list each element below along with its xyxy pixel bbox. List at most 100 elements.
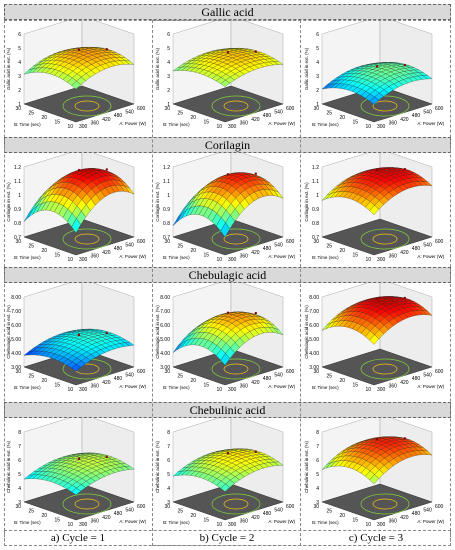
b-tick-label: 25 bbox=[28, 244, 34, 250]
design-point bbox=[77, 333, 81, 337]
a-axis-label: A: Power (W) bbox=[268, 121, 295, 126]
a-tick-label: 300 bbox=[377, 257, 386, 263]
floor bbox=[172, 218, 284, 256]
a-tick-label: 420 bbox=[102, 515, 111, 521]
z-tick-label: 6.00 bbox=[11, 323, 21, 329]
b-tick-label: 20 bbox=[41, 115, 47, 121]
b-tick-label: 30 bbox=[313, 369, 319, 375]
b-tick-label: 20 bbox=[190, 115, 196, 121]
a-tick-label: 360 bbox=[240, 120, 249, 126]
z-tick-label: 0.8 bbox=[14, 221, 21, 227]
floor-contour bbox=[360, 228, 410, 250]
design-point bbox=[375, 297, 379, 300]
a-tick-label: 300 bbox=[377, 124, 386, 130]
floor bbox=[172, 483, 284, 521]
surface-plot-0-0: 1 2 3 4 5 6 Gallic acid in ext. (%) 30 25 20 15 10 3… bbox=[6, 15, 147, 130]
b-tick-label: 15 bbox=[54, 383, 60, 389]
z-tick-label: 6 bbox=[167, 32, 170, 38]
z-tick-label: 5.00 bbox=[309, 337, 319, 343]
z-tick-label: 8 bbox=[18, 430, 21, 436]
a-axis-label: A: Power (W) bbox=[417, 121, 444, 126]
surface-cell bbox=[220, 80, 231, 87]
z-tick-label: 3.00 bbox=[160, 365, 170, 371]
floor-contour bbox=[74, 100, 100, 112]
z-tick-label: 2 bbox=[18, 88, 21, 94]
a-tick-label: 480 bbox=[263, 246, 272, 252]
a-tick-label: 540 bbox=[423, 373, 432, 379]
z-tick-label: 6.00 bbox=[309, 323, 319, 329]
a-tick-label: 420 bbox=[400, 117, 409, 123]
z-tick-label: 7.00 bbox=[11, 309, 21, 315]
z-tick-label: 1 bbox=[316, 102, 319, 108]
b-tick-label: 15 bbox=[54, 253, 60, 259]
z-tick-label: 1 bbox=[18, 193, 21, 199]
floor-contour bbox=[360, 95, 410, 117]
floor-contour bbox=[372, 363, 398, 375]
a-tick-label: 360 bbox=[240, 253, 249, 259]
z-tick-label: 1 bbox=[316, 193, 319, 199]
a-tick-label: 420 bbox=[102, 380, 111, 386]
z-tick-label: 6 bbox=[316, 32, 319, 38]
a-axis-label: A: Power (W) bbox=[119, 254, 146, 259]
b-tick-label: 15 bbox=[203, 120, 209, 126]
surface-plot-0-2: 1 2 3 4 5 6 Gallic acid in ext. (%) 30 25 20 15 10 3… bbox=[304, 15, 445, 130]
floor-contour bbox=[74, 498, 100, 510]
floor bbox=[172, 85, 284, 123]
surface-cell bbox=[220, 353, 230, 366]
surface-cell bbox=[71, 487, 82, 496]
z-tick-label: 1.1 bbox=[163, 179, 170, 185]
a-tick-label: 600 bbox=[137, 239, 146, 245]
a-tick-label: 420 bbox=[251, 250, 260, 256]
a-tick-label: 480 bbox=[263, 376, 272, 382]
b-axis-label: B: Time (sec) bbox=[14, 385, 41, 390]
a-tick-label: 300 bbox=[79, 124, 88, 130]
z-axis-label: Chebulinic acid in ext. (%) bbox=[6, 440, 11, 493]
z-tick-label: 0.9 bbox=[163, 207, 170, 213]
a-tick-label: 360 bbox=[240, 383, 249, 389]
a-tick-label: 600 bbox=[286, 239, 295, 245]
floor bbox=[23, 85, 135, 123]
b-tick-label: 30 bbox=[164, 369, 170, 375]
z-tick-label: 5.00 bbox=[160, 337, 170, 343]
design-point bbox=[226, 51, 230, 54]
a-tick-label: 480 bbox=[263, 113, 272, 119]
a-tick-label: 600 bbox=[137, 504, 146, 510]
z-axis-label: Chebulagic acid in ext. (%) bbox=[155, 305, 160, 359]
design-point bbox=[105, 455, 109, 459]
z-tick-label: 5 bbox=[316, 46, 319, 52]
design-point bbox=[77, 168, 81, 172]
a-tick-label: 300 bbox=[228, 257, 237, 263]
z-tick-label: 0.9 bbox=[312, 207, 319, 213]
floor bbox=[321, 348, 433, 386]
a-tick-label: 420 bbox=[102, 250, 111, 256]
surface-plot-3-0: 3 4 5 6 7 8 Chebulinic acid in ext. (%) 30 25 20 1… bbox=[6, 413, 147, 528]
a-tick-label: 600 bbox=[435, 106, 444, 112]
surface-plot-0-1: 1 2 3 4 5 6 Gallic acid in ext. (%) 30 25 20 15 10 3… bbox=[155, 15, 296, 130]
z-tick-label: 1.1 bbox=[14, 179, 21, 185]
a-tick-label: 600 bbox=[435, 369, 444, 375]
a-tick-label: 600 bbox=[137, 106, 146, 112]
z-tick-label: 7.00 bbox=[309, 309, 319, 315]
design-point bbox=[403, 296, 406, 300]
b-tick-label: 25 bbox=[326, 111, 332, 117]
floor-contour bbox=[360, 358, 410, 380]
a-tick-label: 300 bbox=[228, 387, 237, 393]
a-tick-label: 540 bbox=[274, 110, 283, 116]
b-tick-label: 25 bbox=[28, 374, 34, 380]
design-point bbox=[403, 64, 406, 67]
b-tick-label: 30 bbox=[15, 504, 21, 510]
a-tick-label: 480 bbox=[114, 376, 123, 382]
surface-plot-1-0: 0.7 0.8 0.9 1 1.1 1.2 Corilagin in ext. (%) 30 2… bbox=[6, 148, 147, 263]
floor-contour bbox=[372, 100, 398, 112]
b-tick-label: 25 bbox=[177, 244, 183, 250]
surface-cell bbox=[369, 334, 380, 345]
b-tick-label: 30 bbox=[313, 239, 319, 245]
caption-cycle-1: a) Cycle = 1 bbox=[50, 532, 106, 544]
b-tick-label: 25 bbox=[28, 111, 34, 117]
a-tick-label: 480 bbox=[114, 511, 123, 517]
caption-cycle-2: b) Cycle = 2 bbox=[199, 532, 255, 544]
design-point bbox=[254, 311, 257, 315]
b-axis-label: B: Time (sec) bbox=[312, 122, 339, 127]
z-tick-label: 5 bbox=[18, 472, 21, 478]
z-tick-label: 0.7 bbox=[163, 235, 170, 241]
